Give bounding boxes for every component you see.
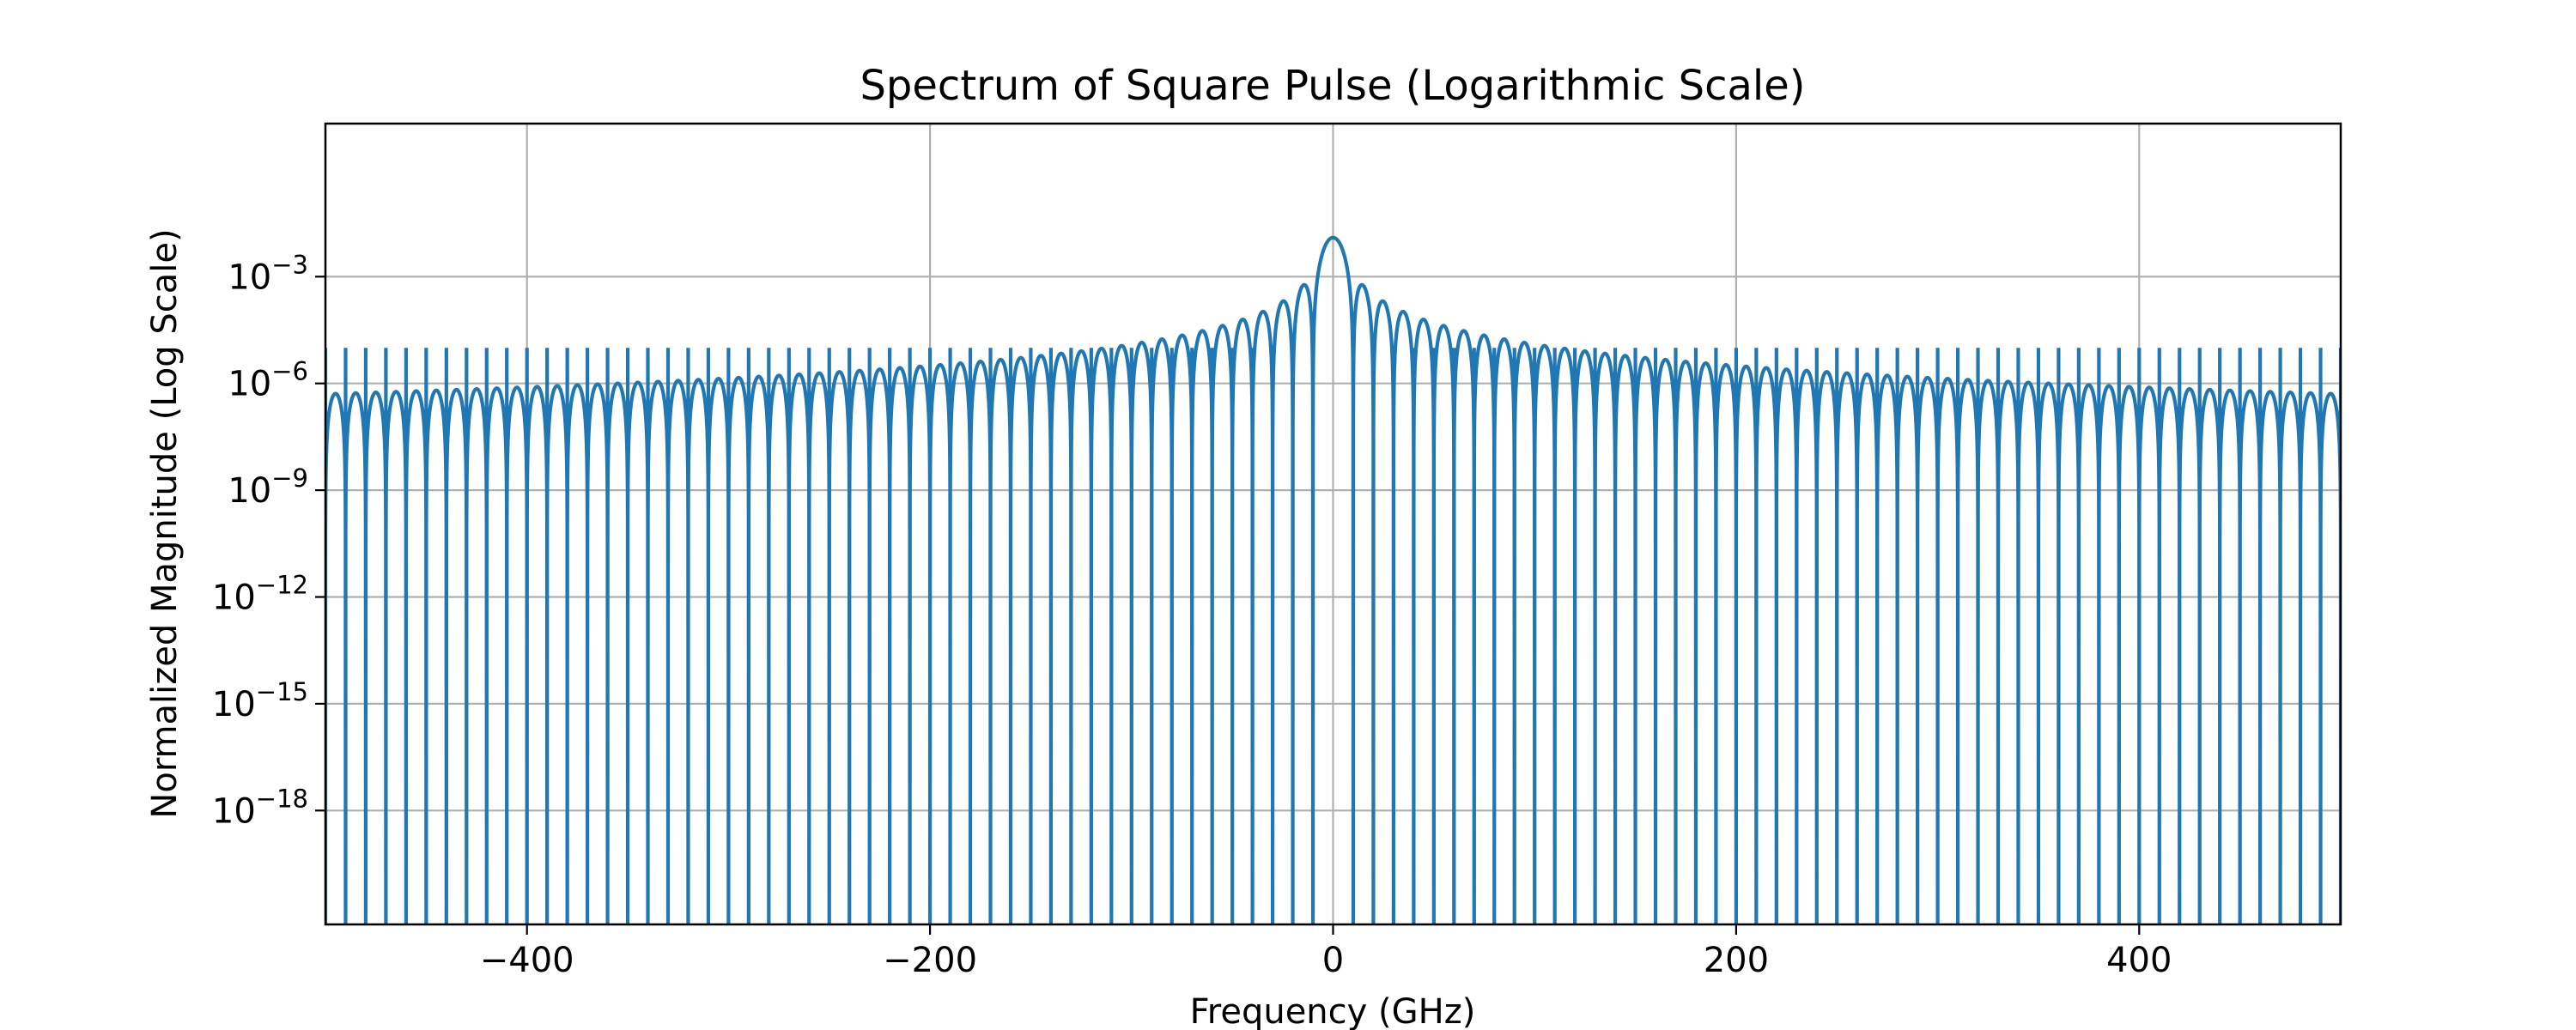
y-tick-base: 10 bbox=[212, 685, 256, 724]
x-tick-label: 0 bbox=[1322, 941, 1344, 980]
y-tick-label: 10−3 bbox=[228, 250, 308, 297]
y-tick-base: 10 bbox=[212, 791, 256, 831]
x-axis-ticks: −400 −200 0 200 400 bbox=[480, 924, 2172, 980]
y-tick-base: 10 bbox=[228, 365, 271, 404]
x-tick-label: −400 bbox=[480, 941, 574, 980]
y-tick-exponent: −15 bbox=[256, 677, 308, 706]
y-tick-base: 10 bbox=[212, 579, 256, 618]
x-tick-label: 400 bbox=[2106, 941, 2172, 980]
y-tick-label: 10−12 bbox=[212, 571, 308, 618]
y-tick-exponent: −3 bbox=[271, 250, 308, 279]
y-tick-label: 10−18 bbox=[212, 784, 308, 831]
y-tick-exponent: −6 bbox=[271, 357, 308, 386]
y-tick-exponent: −12 bbox=[256, 571, 308, 600]
y-tick-label: 10−6 bbox=[228, 357, 308, 404]
y-tick-label: 10−15 bbox=[212, 677, 308, 724]
y-tick-base: 10 bbox=[228, 258, 271, 297]
y-tick-base: 10 bbox=[228, 471, 271, 511]
plot-area bbox=[325, 235, 2341, 924]
y-tick-exponent: −18 bbox=[256, 784, 308, 813]
x-axis-label: Frequency (GHz) bbox=[1190, 992, 1476, 1030]
chart-title: Spectrum of Square Pulse (Logarithmic Sc… bbox=[860, 62, 1805, 110]
spectrum-series-line bbox=[325, 235, 2341, 924]
y-axis-label: Normalized Magnitude (Log Scale) bbox=[145, 228, 185, 818]
x-tick-label: 200 bbox=[1704, 941, 1769, 980]
x-tick-label: −200 bbox=[883, 941, 977, 980]
y-tick-label: 10−9 bbox=[228, 464, 308, 511]
y-tick-exponent: −9 bbox=[271, 464, 308, 493]
